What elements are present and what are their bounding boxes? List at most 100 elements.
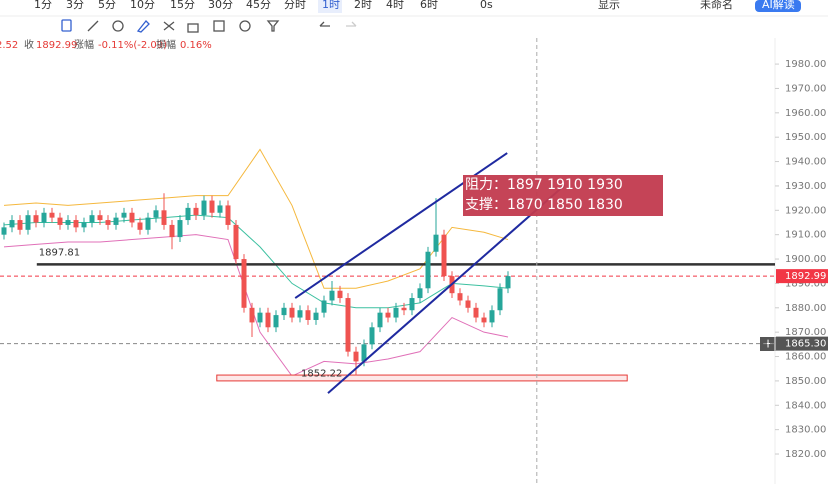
tool-icon[interactable] <box>319 21 330 27</box>
candle-body <box>233 224 239 260</box>
info-text: 2.52 <box>0 40 18 51</box>
tool-icon[interactable] <box>112 20 124 32</box>
candle-body <box>425 251 431 289</box>
tool-icon[interactable] <box>266 20 280 32</box>
y-tick-label: 1980.00 <box>785 59 826 70</box>
info-text: 振幅 <box>156 38 176 51</box>
candle-body <box>65 220 71 225</box>
interval-button[interactable]: 1时 <box>322 0 340 11</box>
last-price-label: 1892.99 <box>785 271 826 282</box>
candle-body <box>73 220 79 228</box>
interval-button[interactable]: 15分 <box>170 0 195 11</box>
candle-body <box>113 217 119 225</box>
crosshair-label: 1865.30 <box>785 339 826 350</box>
candle-body <box>409 298 415 311</box>
indicator-line <box>3 148 509 289</box>
candle-body <box>89 215 95 223</box>
interval-button[interactable]: 4时 <box>386 0 404 11</box>
candle-body <box>369 327 375 345</box>
candle-body <box>257 312 263 323</box>
tool-icon[interactable] <box>136 20 150 33</box>
y-tick-label: 1840.00 <box>785 400 826 411</box>
interval-button[interactable]: 2时 <box>354 0 372 11</box>
candle-body <box>225 205 231 225</box>
interval-button[interactable]: 30分 <box>208 0 233 11</box>
add-icon[interactable]: + <box>763 337 773 351</box>
candle-body <box>353 351 359 362</box>
toolbar-button[interactable]: AI解读 <box>762 0 795 11</box>
crosshair-tag <box>776 336 828 351</box>
candle-body <box>1 227 7 235</box>
interval-button[interactable]: 6时 <box>420 0 438 11</box>
toolbar-button[interactable]: 未命名 <box>700 0 733 11</box>
candle-body <box>33 215 39 223</box>
candle-body <box>161 210 167 225</box>
tool-icon[interactable] <box>346 21 357 27</box>
candle-body <box>497 288 503 311</box>
candle-body <box>481 317 487 323</box>
candle-body <box>145 217 151 230</box>
candle-body <box>401 307 407 311</box>
candle-body <box>457 293 463 301</box>
candle-body <box>433 234 439 252</box>
toolbar-button[interactable]: 0s <box>480 0 493 11</box>
candle-body <box>169 224 175 238</box>
candle-body <box>505 276 511 289</box>
candle-body <box>361 344 367 362</box>
interval-button[interactable]: 3分 <box>66 0 84 11</box>
last-price-tag <box>776 269 828 284</box>
trend-line <box>327 184 566 394</box>
interval-button[interactable]: 分时 <box>284 0 306 11</box>
tool-icon[interactable] <box>61 19 72 32</box>
y-tick-label: 1950.00 <box>785 132 826 143</box>
y-tick-label: 1820.00 <box>785 449 826 460</box>
candle-body <box>329 290 335 301</box>
info-text: 收 <box>24 38 34 51</box>
annotation-text: 阻力：1897 1910 1930 <box>465 177 623 193</box>
toolbar-button[interactable]: 显示 <box>598 0 620 11</box>
interval-button[interactable]: 45分 <box>246 0 271 11</box>
candle-body <box>489 310 495 323</box>
y-tick-label: 1890.00 <box>785 278 826 289</box>
info-text: 0.16% <box>180 40 212 51</box>
candle-body <box>393 307 399 318</box>
y-tick-label: 1850.00 <box>785 376 826 387</box>
candle-body <box>185 207 191 221</box>
interval-button[interactable]: 5分 <box>98 0 116 11</box>
y-tick-label: 1940.00 <box>785 157 826 168</box>
candle-body <box>313 312 319 320</box>
y-tick-label: 1880.00 <box>785 303 826 314</box>
y-tick-label: 1910.00 <box>785 230 826 241</box>
indicator-line <box>3 234 509 377</box>
candle-body <box>81 222 87 228</box>
interval-button[interactable]: 1分 <box>34 0 52 11</box>
candle-body <box>441 234 447 277</box>
tool-icon[interactable] <box>187 23 199 33</box>
add-button[interactable] <box>760 337 776 351</box>
candle-body <box>273 315 279 328</box>
annotation-text: 支撑：1870 1850 1830 <box>465 197 623 213</box>
candle-body <box>473 307 479 318</box>
candle-body <box>417 288 423 299</box>
candle-body <box>345 298 351 352</box>
tool-icon[interactable] <box>239 20 251 32</box>
candle-body <box>41 212 47 223</box>
candle-body <box>57 217 63 225</box>
candle-body <box>17 220 23 230</box>
candle-body <box>305 310 311 320</box>
info-text: 1892.99 <box>36 40 77 51</box>
tool-icon[interactable] <box>163 21 175 31</box>
candle-body <box>465 300 471 308</box>
candle-body <box>289 307 295 318</box>
interval-button[interactable]: 10分 <box>130 0 155 11</box>
candle-body <box>297 310 303 318</box>
candle-body <box>193 207 199 216</box>
tool-icon[interactable] <box>213 20 225 32</box>
tool-icon[interactable] <box>87 20 99 32</box>
candle-body <box>25 215 31 230</box>
candle-body <box>385 312 391 318</box>
info-text: 涨幅 <box>74 38 94 51</box>
ai-button-bg[interactable] <box>755 0 801 12</box>
